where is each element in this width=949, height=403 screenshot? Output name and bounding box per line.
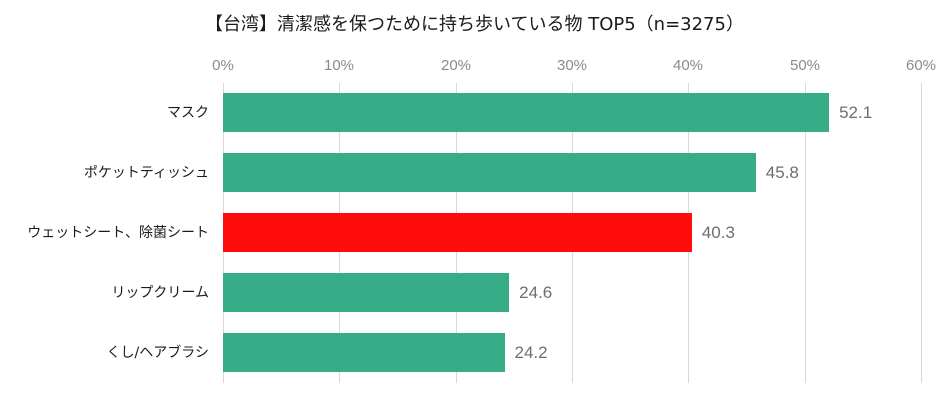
x-tick-label: 60% (905, 57, 937, 74)
value-label: 45.8 (765, 163, 799, 182)
x-tick-label: 20% (440, 57, 472, 74)
gridline (921, 83, 922, 383)
bar (223, 333, 505, 372)
bar (223, 153, 756, 192)
value-label: 52.1 (839, 103, 873, 122)
category-label: ウェットシート、除菌シート (27, 225, 209, 241)
bar-highlighted (223, 213, 692, 252)
category-label: ポケットティッシュ (83, 165, 209, 181)
category-label: リップクリーム (111, 285, 209, 301)
value-label: 24.6 (519, 283, 553, 302)
x-tick-label: 30% (556, 57, 588, 74)
bar (223, 93, 830, 132)
x-tick-label: 50% (789, 57, 821, 74)
value-label: 24.2 (514, 343, 548, 362)
chart-title: 【台湾】清潔感を保つために持ち歩いている物 TOP5（n=3275） (205, 14, 744, 35)
x-tick-label: 10% (323, 57, 355, 74)
x-tick-label: 40% (672, 57, 704, 74)
category-label: くし/ヘアブラシ (106, 345, 209, 361)
value-label: 40.3 (701, 223, 735, 242)
category-label: マスク (167, 105, 209, 121)
x-tick-label: 0% (212, 57, 234, 74)
bar (223, 273, 510, 312)
gridline (805, 83, 806, 383)
